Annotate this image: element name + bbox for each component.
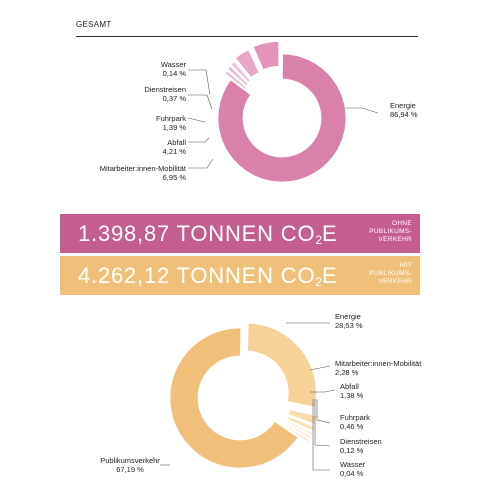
slice-wasser	[284, 425, 310, 443]
slice-label: Abfall	[167, 138, 186, 147]
slice-energie	[217, 53, 347, 183]
slice-dienstreisen	[285, 422, 312, 440]
slice-value: 0,37 %	[163, 94, 187, 103]
slice-label: Dienstreisen	[144, 85, 186, 94]
slice-value: 4,21 %	[163, 147, 187, 156]
total-value: 1.398,87 TONNEN CO2E	[78, 221, 338, 247]
slice-label: Dienstreisen	[340, 437, 382, 446]
slice-dienstreisen	[227, 65, 249, 87]
slice-label: Fuhrpark	[340, 413, 370, 422]
slice-mitarbeiter-innen-mobilit-t	[252, 40, 280, 71]
slice-label: Energie	[390, 101, 416, 110]
leader-line	[312, 401, 331, 447]
total-value: 4.262,12 TONNEN CO2E	[78, 263, 338, 289]
slice-wasser	[224, 70, 247, 90]
slice-label: Wasser	[340, 460, 366, 469]
leader-line	[309, 365, 331, 371]
slice-label: Wasser	[161, 60, 187, 69]
leader-line	[188, 137, 210, 143]
slice-label: Abfall	[340, 382, 359, 391]
leader-line	[187, 117, 206, 123]
slice-publikumsverkehr	[169, 327, 299, 469]
slice-value: 2,28 %	[335, 368, 359, 377]
slice-value: 0,46 %	[340, 422, 364, 431]
leader-line	[312, 403, 330, 471]
slice-label: Mitarbeiter:innen-Mobilität	[335, 359, 422, 368]
section-header: GESAMT	[76, 16, 418, 37]
leader-line	[310, 389, 336, 393]
leader-line	[188, 94, 213, 110]
slice-label: Fuhrpark	[156, 114, 186, 123]
total-banner-without-visitor-traffic: 1.398,87 TONNEN CO2E OHNE PUBLIKUMS- VER…	[60, 214, 420, 253]
slice-value: 0,14 %	[163, 69, 187, 78]
slice-abfall	[286, 416, 316, 432]
slice-mitarbeiter-innen-mobilit-t	[287, 409, 318, 425]
leader-line	[188, 69, 211, 96]
slice-value: 0,12 %	[340, 446, 364, 455]
slice-value: 1,38 %	[340, 391, 364, 400]
slice-value: 28,53 %	[335, 321, 363, 330]
banner-note: MIT PUBLIKUMS- VERKEHR	[369, 262, 412, 285]
total-banner-with-visitor-traffic: 4.262,12 TONNEN CO2E MIT PUBLIKUMS- VERK…	[60, 256, 420, 295]
slice-label: Energie	[335, 312, 361, 321]
slice-fuhrpark	[230, 60, 251, 83]
slice-value: 67,19 %	[116, 465, 144, 474]
slice-label: Mitarbeiter:innen-Mobilität	[100, 164, 187, 173]
slice-label: Publikumsverkehr	[100, 456, 160, 465]
banner-note: OHNE PUBLIKUMS- VERKEHR	[369, 220, 412, 243]
slice-value: 0,04 %	[340, 469, 364, 478]
slice-abfall	[234, 49, 260, 79]
section-title: GESAMT	[76, 20, 112, 29]
slice-energie	[247, 322, 317, 408]
slice-value: 86,94 %	[390, 110, 418, 119]
slice-fuhrpark	[286, 420, 314, 436]
slice-value: 6,95 %	[163, 173, 187, 182]
leader-line	[345, 107, 379, 114]
slice-value: 1,39 %	[163, 123, 187, 132]
leader-line	[188, 158, 214, 169]
leader-line	[312, 399, 331, 424]
